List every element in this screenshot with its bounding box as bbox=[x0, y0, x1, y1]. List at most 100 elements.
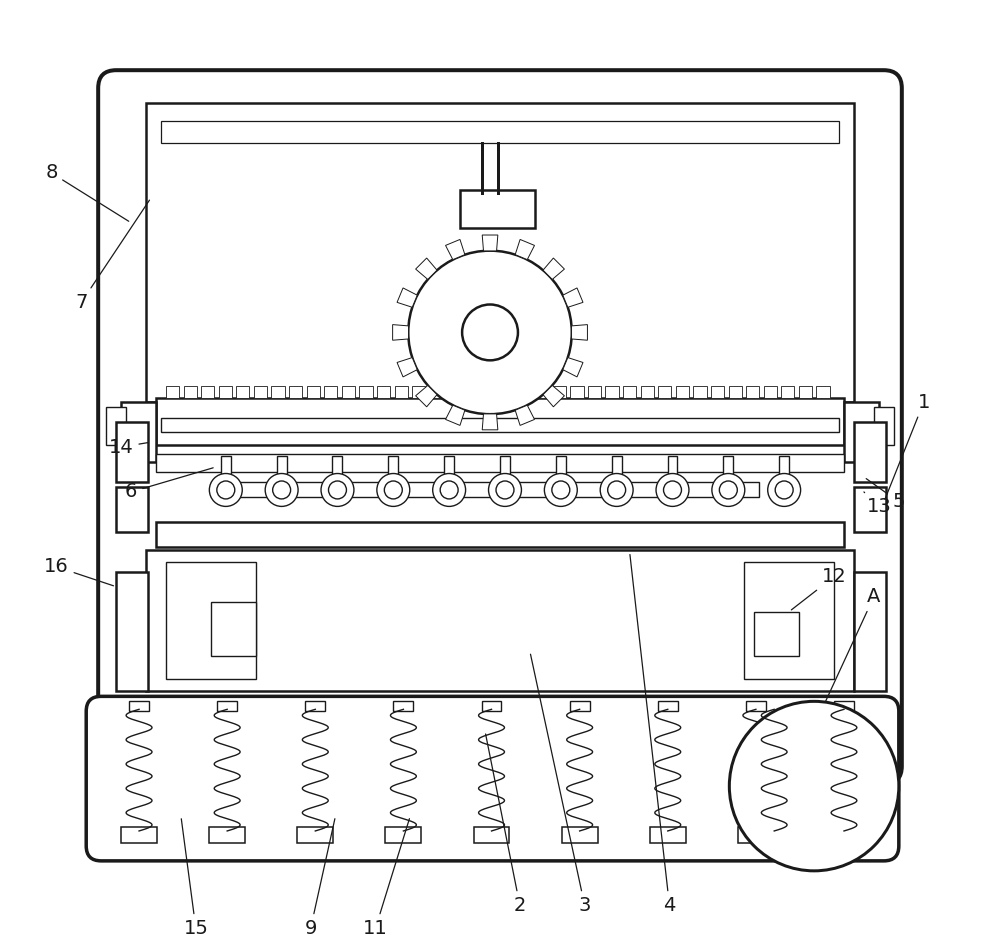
Circle shape bbox=[377, 473, 410, 506]
Bar bbox=[156, 398, 844, 446]
Bar bbox=[482, 702, 501, 711]
Bar bbox=[430, 387, 443, 398]
Bar bbox=[723, 456, 733, 473]
Bar bbox=[289, 387, 302, 398]
Bar bbox=[641, 387, 654, 398]
Bar bbox=[221, 456, 231, 473]
Circle shape bbox=[775, 481, 793, 499]
Bar bbox=[211, 482, 759, 497]
Bar bbox=[393, 702, 413, 711]
Bar bbox=[161, 121, 839, 143]
Bar bbox=[106, 407, 126, 446]
Bar bbox=[764, 387, 777, 398]
Bar bbox=[156, 522, 844, 546]
Circle shape bbox=[462, 305, 518, 361]
Bar bbox=[116, 572, 148, 691]
Bar bbox=[201, 387, 214, 398]
Circle shape bbox=[433, 473, 466, 506]
Text: 11: 11 bbox=[363, 819, 409, 938]
Polygon shape bbox=[515, 240, 535, 260]
Bar bbox=[500, 387, 513, 398]
Bar bbox=[658, 702, 678, 711]
Bar bbox=[744, 562, 834, 680]
Polygon shape bbox=[543, 386, 564, 407]
Polygon shape bbox=[416, 258, 437, 279]
Circle shape bbox=[384, 481, 402, 499]
Bar bbox=[556, 456, 566, 473]
Circle shape bbox=[329, 481, 346, 499]
Circle shape bbox=[209, 473, 242, 506]
Bar bbox=[146, 103, 854, 402]
Circle shape bbox=[321, 473, 354, 506]
Bar bbox=[166, 387, 179, 398]
Bar bbox=[395, 387, 408, 398]
Bar bbox=[754, 611, 799, 657]
Circle shape bbox=[408, 250, 572, 414]
FancyBboxPatch shape bbox=[98, 70, 902, 784]
Text: 5: 5 bbox=[866, 479, 905, 511]
Polygon shape bbox=[482, 235, 498, 251]
Bar bbox=[834, 702, 854, 711]
Bar bbox=[377, 387, 390, 398]
Text: 16: 16 bbox=[44, 557, 113, 585]
Bar bbox=[129, 702, 149, 711]
Bar bbox=[605, 387, 619, 398]
Bar bbox=[854, 572, 886, 691]
Bar bbox=[676, 387, 689, 398]
Polygon shape bbox=[543, 258, 564, 279]
Bar bbox=[332, 456, 342, 473]
FancyBboxPatch shape bbox=[86, 696, 899, 861]
Bar bbox=[711, 387, 724, 398]
Bar bbox=[156, 454, 844, 472]
Bar bbox=[412, 387, 425, 398]
Circle shape bbox=[265, 473, 298, 506]
Bar bbox=[219, 387, 232, 398]
Bar bbox=[658, 387, 671, 398]
Bar bbox=[297, 827, 333, 843]
Bar bbox=[217, 702, 237, 711]
Text: 7: 7 bbox=[75, 200, 149, 312]
Text: 15: 15 bbox=[181, 819, 208, 938]
Circle shape bbox=[217, 481, 235, 499]
Bar bbox=[588, 387, 601, 398]
Bar bbox=[500, 456, 510, 473]
Bar bbox=[826, 827, 862, 843]
Text: 1: 1 bbox=[885, 393, 930, 500]
Bar bbox=[650, 827, 686, 843]
Bar bbox=[211, 602, 256, 657]
Bar bbox=[738, 827, 774, 843]
Bar bbox=[277, 456, 287, 473]
Circle shape bbox=[600, 473, 633, 506]
Circle shape bbox=[719, 481, 737, 499]
Bar bbox=[324, 387, 337, 398]
Bar bbox=[553, 387, 566, 398]
Bar bbox=[874, 407, 894, 446]
Bar bbox=[799, 387, 812, 398]
Bar bbox=[447, 387, 460, 398]
Bar bbox=[146, 550, 854, 691]
Bar bbox=[854, 487, 886, 532]
Bar bbox=[161, 418, 839, 432]
Bar bbox=[385, 827, 421, 843]
Bar bbox=[465, 387, 478, 398]
Polygon shape bbox=[393, 325, 409, 340]
Polygon shape bbox=[482, 414, 498, 429]
Bar bbox=[342, 387, 355, 398]
Bar bbox=[612, 456, 622, 473]
Text: 3: 3 bbox=[530, 654, 591, 915]
Bar bbox=[668, 456, 677, 473]
Bar bbox=[746, 702, 766, 711]
Text: 2: 2 bbox=[486, 734, 526, 915]
Bar bbox=[570, 387, 584, 398]
Circle shape bbox=[729, 702, 899, 871]
Bar bbox=[816, 387, 830, 398]
Bar bbox=[474, 827, 509, 843]
Bar bbox=[236, 387, 249, 398]
Circle shape bbox=[440, 481, 458, 499]
Polygon shape bbox=[446, 406, 465, 426]
Bar bbox=[482, 387, 496, 398]
Circle shape bbox=[544, 473, 577, 506]
Circle shape bbox=[496, 481, 514, 499]
Polygon shape bbox=[563, 358, 583, 377]
Bar bbox=[535, 387, 548, 398]
